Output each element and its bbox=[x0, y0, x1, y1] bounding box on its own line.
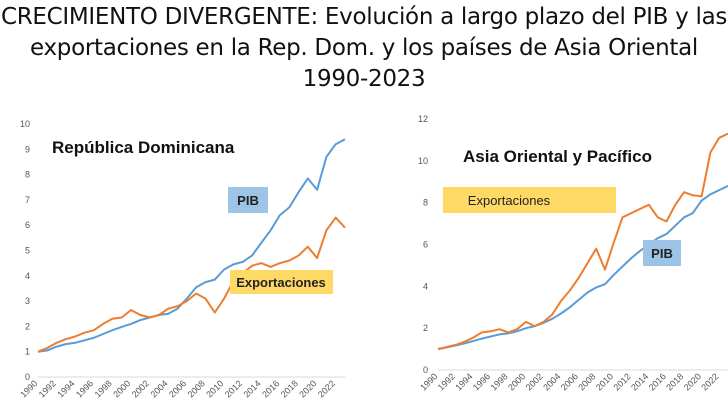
x-tick-label: 1996 bbox=[74, 378, 95, 399]
title-line-3: 1990-2023 bbox=[302, 66, 426, 92]
x-tick-label: 2010 bbox=[204, 378, 225, 399]
x-tick-label: 2006 bbox=[167, 378, 188, 399]
y-tick-label: 10 bbox=[418, 156, 428, 166]
series-line-pib bbox=[37, 138, 346, 353]
x-tick-label: 2022 bbox=[316, 378, 337, 399]
title-line-2: exportaciones en la Rep. Dom. y los país… bbox=[30, 35, 698, 61]
x-tick-label: 2020 bbox=[297, 378, 318, 399]
x-tick-label: 2002 bbox=[130, 378, 151, 399]
y-tick-label: 8 bbox=[423, 198, 428, 208]
x-tick-label: 2020 bbox=[682, 371, 703, 392]
x-tick-label: 2008 bbox=[576, 371, 597, 392]
x-tick-label: 1994 bbox=[453, 371, 474, 392]
y-tick-label: 7 bbox=[25, 195, 30, 205]
exportaciones-label-box bbox=[443, 187, 616, 213]
x-tick-label: 2016 bbox=[647, 371, 668, 392]
x-tick-label: 2022 bbox=[699, 371, 720, 392]
series-line-exportaciones bbox=[437, 132, 728, 351]
x-tick-label: 2002 bbox=[524, 371, 545, 392]
x-tick-label: 1998 bbox=[93, 378, 114, 399]
y-tick-label: 0 bbox=[423, 365, 428, 375]
x-tick-label: 2004 bbox=[541, 371, 562, 392]
y-tick-label: 6 bbox=[25, 220, 30, 230]
y-tick-label: 6 bbox=[423, 240, 428, 250]
y-tick-label: 4 bbox=[423, 281, 428, 291]
y-tick-label: 12 bbox=[418, 114, 428, 124]
chart-title: República Dominicana bbox=[52, 138, 235, 157]
chart-title: Asia Oriental y Pacífico bbox=[463, 147, 652, 166]
x-tick-label: 1990 bbox=[18, 378, 39, 399]
x-tick-label: 1992 bbox=[436, 371, 457, 392]
chart-republica-dominicana: 0 1 2 3 4 5 6 7 8 9 10 1990199219941996199820002002… bbox=[18, 119, 346, 400]
y-tick-label: 4 bbox=[25, 271, 30, 281]
x-tick-label: 2000 bbox=[506, 371, 527, 392]
series-line-exportaciones bbox=[37, 216, 346, 353]
title-line-1: CRECIMIENTO DIVERGENTE: Evolución a larg… bbox=[0, 4, 728, 30]
x-tick-label: 2012 bbox=[223, 378, 244, 399]
x-tick-label: 2016 bbox=[260, 378, 281, 399]
series-line-pib bbox=[437, 184, 728, 351]
y-tick-label: 5 bbox=[25, 246, 30, 256]
x-tick-label: 1996 bbox=[471, 371, 492, 392]
x-tick-label: 1992 bbox=[37, 378, 58, 399]
y-tick-label: 3 bbox=[25, 296, 30, 306]
pib-label: PIB bbox=[237, 193, 259, 208]
x-tick-label: 2014 bbox=[629, 371, 650, 392]
x-tick-label: 2018 bbox=[279, 378, 300, 399]
y-tick-label: 2 bbox=[423, 323, 428, 333]
x-tick-label: 2008 bbox=[186, 378, 207, 399]
y-tick-label: 2 bbox=[25, 321, 30, 331]
chart-asia-oriental: 0246810121990199219941996199820002002200… bbox=[418, 114, 728, 393]
exportaciones-label: Exportaciones bbox=[468, 193, 551, 208]
pib-label-box bbox=[228, 187, 268, 213]
x-tick-label: 2018 bbox=[664, 371, 685, 392]
x-tick-label: 1998 bbox=[488, 371, 509, 392]
pib-label: PIB bbox=[651, 246, 673, 261]
x-tick-label: 2010 bbox=[594, 371, 615, 392]
x-tick-label: 2004 bbox=[148, 378, 169, 399]
y-tick-label: 0 bbox=[25, 372, 30, 382]
x-tick-label: 1994 bbox=[55, 378, 76, 399]
y-tick-label: 10 bbox=[20, 119, 30, 129]
x-tick-label: 2000 bbox=[111, 378, 132, 399]
page-title: CRECIMIENTO DIVERGENTE: Evolución a larg… bbox=[0, 2, 728, 95]
x-tick-label: 1990 bbox=[418, 371, 439, 392]
y-tick-label: 8 bbox=[25, 170, 30, 180]
y-tick-label: 1 bbox=[25, 347, 30, 357]
y-tick-label: 9 bbox=[25, 144, 30, 154]
x-tick-label: 2014 bbox=[241, 378, 262, 399]
exportaciones-label: Exportaciones bbox=[236, 275, 326, 290]
x-tick-label: 2012 bbox=[612, 371, 633, 392]
x-tick-label: 2006 bbox=[559, 371, 580, 392]
pib-label-box bbox=[643, 240, 681, 266]
exportaciones-label-box bbox=[230, 270, 333, 294]
